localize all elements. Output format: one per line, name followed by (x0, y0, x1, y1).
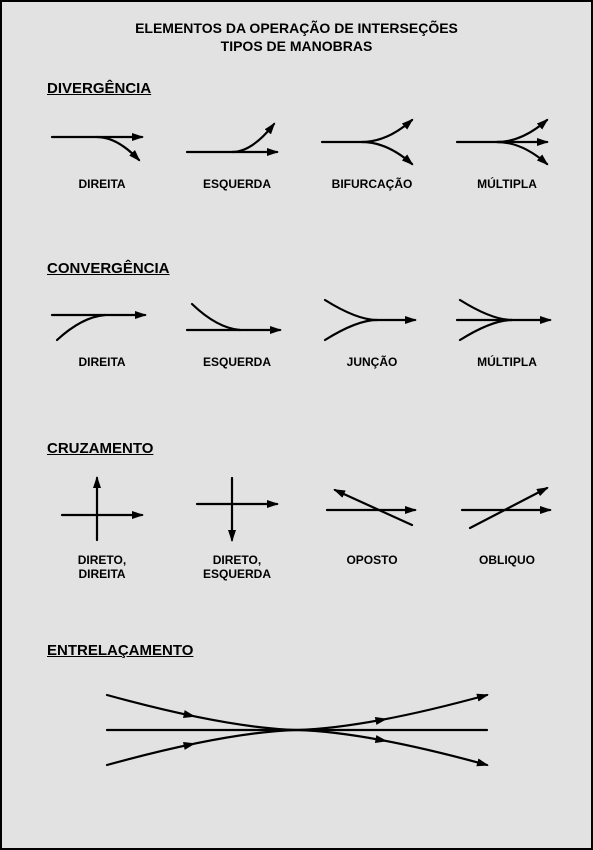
cell-cru-dir-esq: DIRETO, ESQUERDA (177, 470, 297, 582)
title-line-2: TIPOS DE MANOBRAS (2, 38, 591, 56)
cell-con-direita: DIREITA (42, 290, 162, 370)
label-con-multipla: MÚLTIPLA (447, 356, 567, 370)
label-con-direita: DIREITA (42, 356, 162, 370)
page-title: ELEMENTOS DA OPERAÇÃO DE INTERSEÇÕES TIP… (2, 20, 591, 55)
con-direita-icon (42, 290, 162, 350)
section-title-divergencia: DIVERGÊNCIA (47, 80, 151, 97)
cell-div-multipla: MÚLTIPLA (447, 112, 567, 192)
entrelacamento-figure (2, 670, 591, 795)
con-juncao-icon (312, 290, 432, 350)
section-title-entrelacamento: ENTRELAÇAMENTO (47, 642, 193, 659)
cell-con-juncao: JUNÇÃO (312, 290, 432, 370)
cru-oposto-icon (312, 470, 432, 548)
div-bifurcacao-icon (312, 112, 432, 172)
title-line-1: ELEMENTOS DA OPERAÇÃO DE INTERSEÇÕES (2, 20, 591, 38)
label-div-multipla: MÚLTIPLA (447, 178, 567, 192)
label-div-direita: DIREITA (42, 178, 162, 192)
label-cru-oposto: OPOSTO (312, 554, 432, 568)
cell-div-direita: DIREITA (42, 112, 162, 192)
cell-cru-obliquo: OBLIQUO (447, 470, 567, 568)
con-esquerda-icon (177, 290, 297, 350)
cru-dir-esq-icon (177, 470, 297, 548)
diagram-page: ELEMENTOS DA OPERAÇÃO DE INTERSEÇÕES TIP… (0, 0, 593, 850)
div-direita-icon (42, 112, 162, 172)
cell-con-esquerda: ESQUERDA (177, 290, 297, 370)
div-esquerda-icon (177, 112, 297, 172)
cru-dir-dir-icon (42, 470, 162, 548)
section-title-cruzamento: CRUZAMENTO (47, 440, 153, 457)
label-cru-obliquo: OBLIQUO (447, 554, 567, 568)
cell-div-bifurcacao: BIFURCAÇÃO (312, 112, 432, 192)
cell-con-multipla: MÚLTIPLA (447, 290, 567, 370)
cell-cru-dir-dir: DIRETO, DIREITA (42, 470, 162, 582)
label-con-juncao: JUNÇÃO (312, 356, 432, 370)
section-title-convergencia: CONVERGÊNCIA (47, 260, 170, 277)
con-multipla-icon (447, 290, 567, 350)
cru-obliquo-icon (447, 470, 567, 548)
div-multipla-icon (447, 112, 567, 172)
label-div-bifurcacao: BIFURCAÇÃO (312, 178, 432, 192)
label-cru-dir-dir: DIRETO, DIREITA (42, 554, 162, 582)
cell-cru-oposto: OPOSTO (312, 470, 432, 568)
label-div-esquerda: ESQUERDA (177, 178, 297, 192)
label-cru-dir-esq: DIRETO, ESQUERDA (177, 554, 297, 582)
cell-div-esquerda: ESQUERDA (177, 112, 297, 192)
label-con-esquerda: ESQUERDA (177, 356, 297, 370)
entrelacamento-icon (2, 670, 591, 795)
